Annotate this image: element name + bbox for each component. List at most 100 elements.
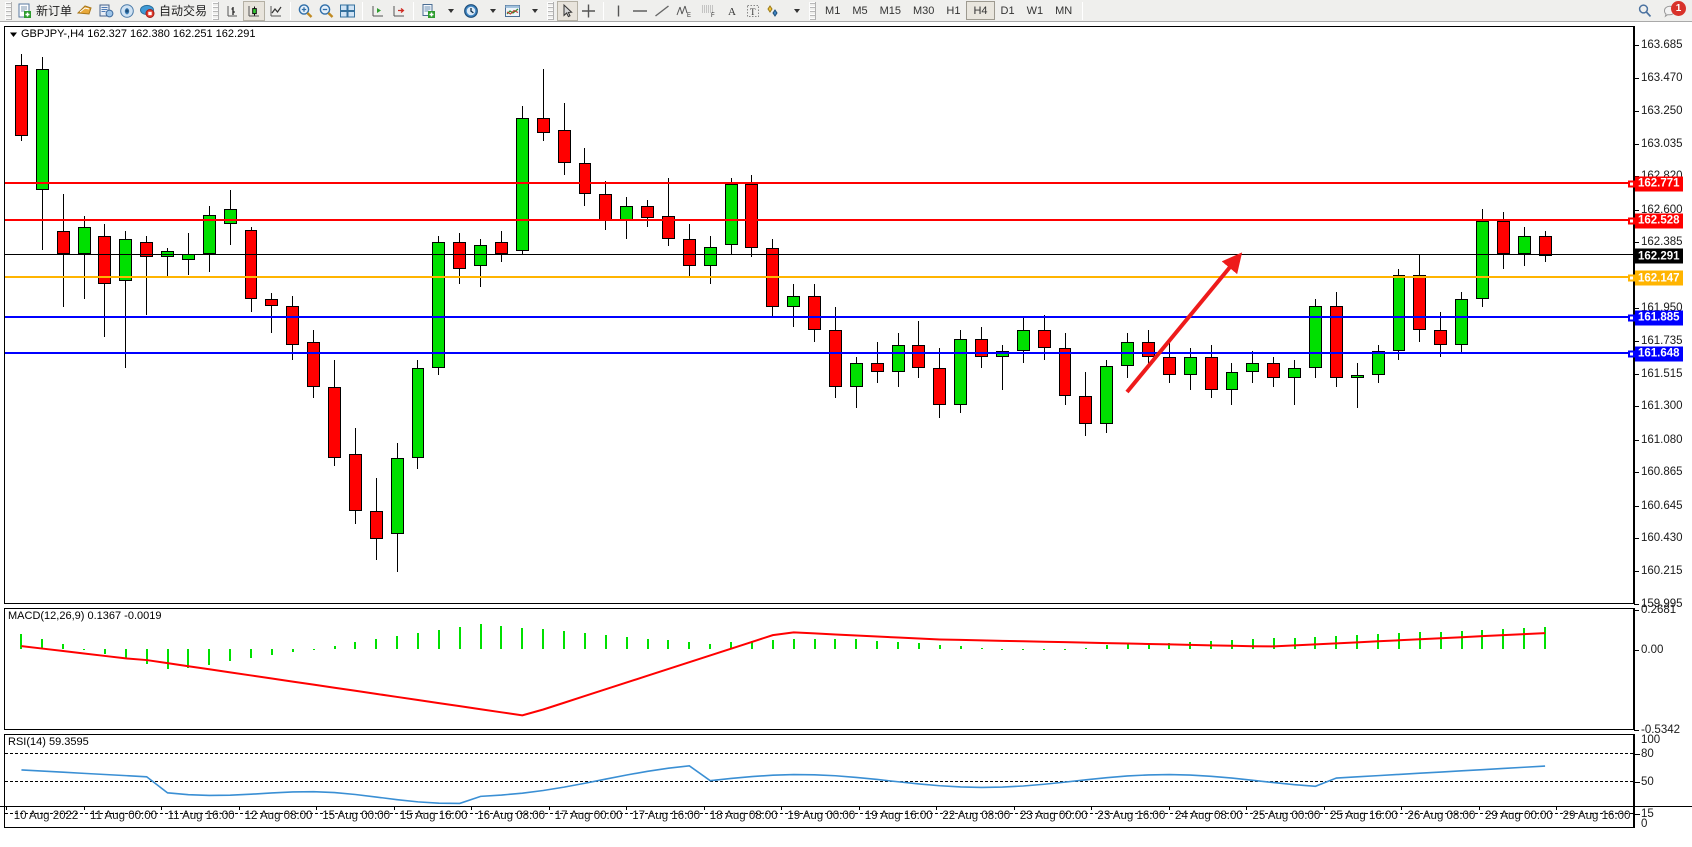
- templates-icon[interactable]: [502, 1, 523, 21]
- data-window-icon[interactable]: [95, 1, 116, 21]
- price-line-support-1[interactable]: [5, 315, 1633, 318]
- periods-icon[interactable]: [460, 1, 481, 21]
- candle[interactable]: [661, 27, 675, 603]
- candle[interactable]: [35, 27, 49, 603]
- candle[interactable]: [557, 27, 571, 603]
- expert-advisor-icon[interactable]: [74, 1, 95, 21]
- price-level-handle[interactable]: [1628, 217, 1635, 225]
- price-tag-support-2[interactable]: 161.648: [1635, 346, 1683, 362]
- periods-dropdown-arrow[interactable]: [481, 1, 502, 21]
- timeframe-h4[interactable]: H4: [966, 1, 995, 20]
- timeframe-w1[interactable]: W1: [1026, 4, 1044, 17]
- zoom-in-icon[interactable]: [295, 1, 316, 21]
- candle[interactable]: [453, 27, 467, 603]
- candle[interactable]: [1288, 27, 1302, 603]
- candle[interactable]: [1371, 27, 1385, 603]
- price-tag-pivot[interactable]: 162.147: [1635, 270, 1683, 286]
- candle[interactable]: [265, 27, 279, 603]
- price-axis[interactable]: 163.685163.470163.250163.035162.820162.6…: [1628, 26, 1692, 610]
- candle[interactable]: [1392, 27, 1406, 603]
- candle[interactable]: [912, 27, 926, 603]
- candlestick-chart-icon[interactable]: [243, 0, 266, 21]
- timeframe-h1[interactable]: H1: [946, 4, 961, 17]
- timeframe-mn[interactable]: MN: [1055, 4, 1073, 17]
- candle[interactable]: [56, 27, 70, 603]
- price-level-handle[interactable]: [1628, 274, 1635, 282]
- timeframe-d1[interactable]: D1: [1000, 4, 1015, 17]
- candle[interactable]: [724, 27, 738, 603]
- candle[interactable]: [954, 27, 968, 603]
- chart-area[interactable]: GBPJPY-,H4 162.327 162.380 162.251 162.2…: [0, 22, 1692, 847]
- candle[interactable]: [119, 27, 133, 603]
- candle[interactable]: [328, 27, 341, 603]
- macd-plot[interactable]: [5, 609, 1633, 729]
- price-line-current-price[interactable]: [5, 254, 1633, 256]
- candle[interactable]: [77, 27, 91, 603]
- price-line-resistance-2[interactable]: [5, 218, 1633, 221]
- price-line-resistance-1[interactable]: [5, 181, 1633, 184]
- toolbar-grip-2[interactable]: [212, 1, 220, 20]
- candle[interactable]: [1475, 27, 1489, 603]
- candle[interactable]: [1350, 27, 1364, 603]
- collapse-arrow-icon[interactable]: [9, 30, 18, 39]
- candle[interactable]: [703, 27, 717, 603]
- candle[interactable]: [348, 27, 362, 603]
- candle[interactable]: [933, 27, 947, 603]
- candle[interactable]: [98, 27, 112, 603]
- candle[interactable]: [578, 27, 592, 603]
- zoom-out-icon[interactable]: [316, 1, 337, 21]
- text-box-icon[interactable]: T: [742, 1, 763, 21]
- trendline-icon[interactable]: [651, 1, 673, 21]
- chart-shift-icon[interactable]: [367, 1, 388, 21]
- auto-scroll-icon[interactable]: [388, 1, 409, 21]
- candle[interactable]: [849, 27, 863, 603]
- indicators-dropdown-arrow[interactable]: [439, 1, 460, 21]
- candle[interactable]: [745, 27, 759, 603]
- candle[interactable]: [1455, 27, 1469, 603]
- toolbar-grip-3[interactable]: [547, 1, 555, 20]
- vline-icon[interactable]: [608, 1, 629, 21]
- signals-icon[interactable]: [116, 1, 137, 21]
- candle[interactable]: [286, 27, 300, 603]
- rsi-plot[interactable]: [5, 735, 1633, 827]
- candle[interactable]: [891, 27, 905, 603]
- candle[interactable]: [1100, 27, 1114, 603]
- new-order-button[interactable]: 新订单: [15, 1, 74, 21]
- candle[interactable]: [1016, 27, 1030, 603]
- rsi-pane[interactable]: RSI(14) 59.3595: [4, 734, 1634, 828]
- candle[interactable]: [536, 27, 550, 603]
- candle[interactable]: [1434, 27, 1448, 603]
- candle[interactable]: [474, 27, 488, 603]
- templates-dropdown-arrow[interactable]: [523, 1, 544, 21]
- macd-axis[interactable]: 0.2681 0.00 -0.5342: [1634, 604, 1692, 736]
- text-label-icon[interactable]: A: [721, 1, 742, 21]
- rsi-axis[interactable]: 100 80 50 15 0: [1634, 734, 1692, 830]
- price-line-pivot[interactable]: [5, 276, 1633, 279]
- candle[interactable]: [995, 27, 1009, 603]
- candle[interactable]: [599, 27, 613, 603]
- time-axis[interactable]: 10 Aug 2022 11 Aug 00:00 11 Aug 16:00 12 Au…: [0, 806, 1692, 826]
- candle[interactable]: [1058, 27, 1072, 603]
- candle[interactable]: [369, 27, 383, 603]
- toolbar-grip-4[interactable]: [809, 1, 817, 20]
- price-tag-support-1[interactable]: 161.885: [1635, 310, 1683, 326]
- timeframe-m30[interactable]: M30: [913, 4, 935, 17]
- notification-icon[interactable]: 1: [1661, 0, 1686, 21]
- price-level-handle[interactable]: [1628, 314, 1635, 322]
- autotrading-icon[interactable]: 自动交易: [137, 1, 209, 21]
- candle[interactable]: [140, 27, 154, 603]
- timeframe-m15[interactable]: M15: [879, 4, 901, 17]
- cursor-icon[interactable]: [557, 0, 579, 21]
- candle[interactable]: [1246, 27, 1260, 603]
- timeframe-m5[interactable]: M5: [852, 4, 868, 17]
- candle[interactable]: [1329, 27, 1343, 603]
- price-tag-current-price[interactable]: 162.291: [1635, 248, 1683, 264]
- candle[interactable]: [495, 27, 508, 603]
- crosshair-icon[interactable]: [578, 1, 599, 21]
- macd-pane[interactable]: MACD(12,26,9) 0.1367 -0.0019: [4, 608, 1634, 730]
- price-plot[interactable]: [5, 27, 1633, 603]
- candle[interactable]: [1037, 27, 1051, 603]
- candle[interactable]: [244, 27, 258, 603]
- candle[interactable]: [1079, 27, 1093, 603]
- tile-windows-icon[interactable]: [337, 1, 358, 21]
